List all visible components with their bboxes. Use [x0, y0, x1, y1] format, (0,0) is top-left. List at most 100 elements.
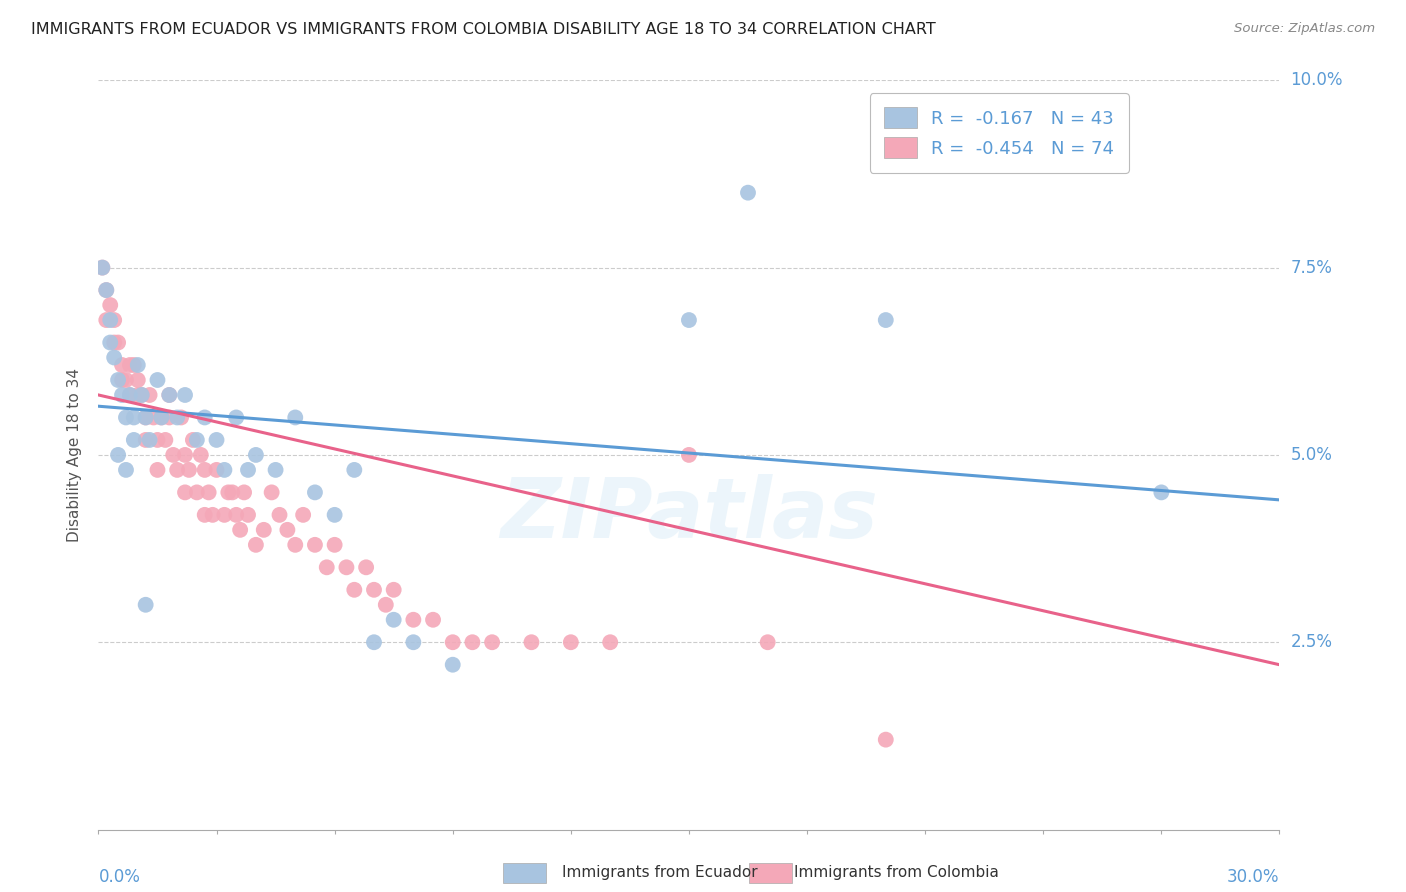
Point — [118, 358, 141, 372]
Point — [315, 560, 337, 574]
Point — [217, 485, 239, 500]
Point — [402, 635, 425, 649]
Point — [599, 635, 621, 649]
Point — [323, 538, 346, 552]
Point — [174, 388, 197, 402]
Point — [115, 410, 138, 425]
Point — [155, 433, 177, 447]
Point — [221, 485, 243, 500]
Point — [146, 463, 169, 477]
Point — [205, 463, 228, 477]
Point — [225, 410, 247, 425]
Point — [441, 657, 464, 672]
Point — [422, 613, 444, 627]
Point — [157, 410, 180, 425]
Point — [236, 508, 259, 522]
Point — [115, 373, 138, 387]
Point — [374, 598, 396, 612]
Point — [157, 388, 180, 402]
Point — [245, 538, 267, 552]
Point — [138, 433, 160, 447]
Point — [142, 410, 165, 425]
Point — [214, 463, 236, 477]
Point — [229, 523, 252, 537]
Point — [875, 732, 897, 747]
Point — [98, 335, 121, 350]
Point — [354, 560, 377, 574]
Text: 0.0%: 0.0% — [98, 869, 141, 887]
Point — [146, 373, 169, 387]
Point — [186, 433, 208, 447]
Text: Source: ZipAtlas.com: Source: ZipAtlas.com — [1234, 22, 1375, 36]
Text: 5.0%: 5.0% — [1291, 446, 1333, 464]
Point — [678, 448, 700, 462]
Point — [382, 613, 405, 627]
Point — [304, 485, 326, 500]
Point — [194, 508, 217, 522]
Point — [737, 186, 759, 200]
Point — [190, 448, 212, 462]
Point — [335, 560, 357, 574]
Point — [98, 313, 121, 327]
Point — [292, 508, 315, 522]
Point — [107, 448, 129, 462]
Point — [343, 582, 366, 597]
Point — [253, 523, 276, 537]
Point — [96, 313, 118, 327]
Point — [131, 388, 153, 402]
Point — [174, 485, 197, 500]
Point — [186, 485, 208, 500]
Point — [520, 635, 543, 649]
Point — [245, 448, 267, 462]
Point — [343, 463, 366, 477]
Point — [284, 538, 307, 552]
Point — [122, 358, 145, 372]
Point — [269, 508, 291, 522]
Point — [127, 388, 149, 402]
Text: 2.5%: 2.5% — [1291, 633, 1333, 651]
Point — [135, 410, 157, 425]
Point — [233, 485, 256, 500]
Text: Immigrants from Ecuador: Immigrants from Ecuador — [562, 865, 758, 880]
Point — [276, 523, 298, 537]
Point — [103, 351, 125, 365]
Point — [461, 635, 484, 649]
Point — [162, 448, 184, 462]
Point — [214, 508, 236, 522]
Point — [441, 635, 464, 649]
Point — [127, 373, 149, 387]
Point — [111, 388, 134, 402]
Point — [122, 433, 145, 447]
Point — [166, 410, 188, 425]
Point — [560, 635, 582, 649]
Point — [166, 463, 188, 477]
Point — [150, 410, 173, 425]
Point — [481, 635, 503, 649]
Text: 30.0%: 30.0% — [1227, 869, 1279, 887]
Point — [225, 508, 247, 522]
Point — [118, 388, 141, 402]
Point — [146, 433, 169, 447]
Point — [91, 260, 114, 275]
Point — [875, 313, 897, 327]
Point — [402, 613, 425, 627]
Point — [1150, 485, 1173, 500]
Point — [197, 485, 219, 500]
Point — [91, 260, 114, 275]
Point — [107, 335, 129, 350]
Point — [236, 463, 259, 477]
Point — [205, 433, 228, 447]
Point — [201, 508, 224, 522]
Point — [115, 463, 138, 477]
Point — [138, 388, 160, 402]
Point — [118, 388, 141, 402]
Point — [177, 463, 200, 477]
Point — [98, 298, 121, 312]
Point — [111, 373, 134, 387]
Point — [174, 448, 197, 462]
Point — [135, 410, 157, 425]
Text: Immigrants from Colombia: Immigrants from Colombia — [794, 865, 1000, 880]
Y-axis label: Disability Age 18 to 34: Disability Age 18 to 34 — [67, 368, 83, 542]
Point — [135, 433, 157, 447]
Text: 10.0%: 10.0% — [1291, 71, 1343, 89]
